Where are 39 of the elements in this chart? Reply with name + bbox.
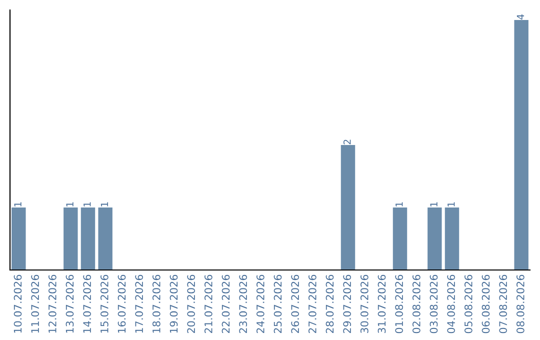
x-tick-label: 06.08.2026 xyxy=(482,274,490,334)
x-tick-label: 12.07.2026 xyxy=(48,274,56,333)
data-label: 4 xyxy=(516,14,524,20)
data-label: 1 xyxy=(84,202,91,206)
data-label: 1 xyxy=(430,202,438,206)
x-tick-label: 14.07.2026 xyxy=(83,274,92,333)
x-tick-label: 31.07.2026 xyxy=(378,274,386,334)
x-tick-label: 05.08.2026 xyxy=(464,274,472,334)
data-label: 1 xyxy=(100,202,108,206)
x-tick-label: 28.07.2026 xyxy=(326,274,334,334)
x-tick-label: 21.07.2026 xyxy=(204,274,212,334)
x-tick-label: 11.07.2026 xyxy=(31,274,40,333)
x-tick-label: 30.07.2026 xyxy=(360,274,368,334)
x-tick-label: 26.07.2026 xyxy=(291,274,300,334)
data-label: 1 xyxy=(448,202,455,206)
x-tick-label: 25.07.2026 xyxy=(274,274,282,334)
x-tick-label: 01.08.2026 xyxy=(395,274,404,334)
x-tick-label: 20.07.2026 xyxy=(187,274,196,334)
x-tick-label: 27.07.2026 xyxy=(308,274,316,334)
x-tick-label: 22.07.2026 xyxy=(222,274,230,334)
data-label: 1 xyxy=(66,202,74,206)
x-tick-label: 04.08.2026 xyxy=(447,274,456,334)
x-tick-label: 07.08.2026 xyxy=(499,274,508,334)
x-tick-label: 24.07.2026 xyxy=(256,274,264,334)
x-tick-label: 15.07.2026 xyxy=(100,274,108,333)
data-label: 2 xyxy=(343,140,351,144)
data-label: 1 xyxy=(14,202,22,206)
x-tick-label: 02.08.2026 xyxy=(412,274,420,334)
x-tick-label: 03.08.2026 xyxy=(430,274,438,334)
x-tick-label: 16.07.2026 xyxy=(118,274,126,333)
x-tick-label: 29.07.2026 xyxy=(343,274,352,334)
data-label: 1 xyxy=(396,202,403,206)
x-tick-label: 19.07.2026 xyxy=(170,274,178,333)
x-tick-label: 23.07.2026 xyxy=(239,274,248,334)
x-tick-label: 10.07.2026 xyxy=(14,274,22,333)
x-tick-label: 13.07.2026 xyxy=(66,274,74,333)
x-tick-label: 17.07.2026 xyxy=(135,274,144,333)
x-tick-label: 08.08.2026 xyxy=(516,274,524,334)
x-tick-label: 18.07.2026 xyxy=(152,274,160,333)
